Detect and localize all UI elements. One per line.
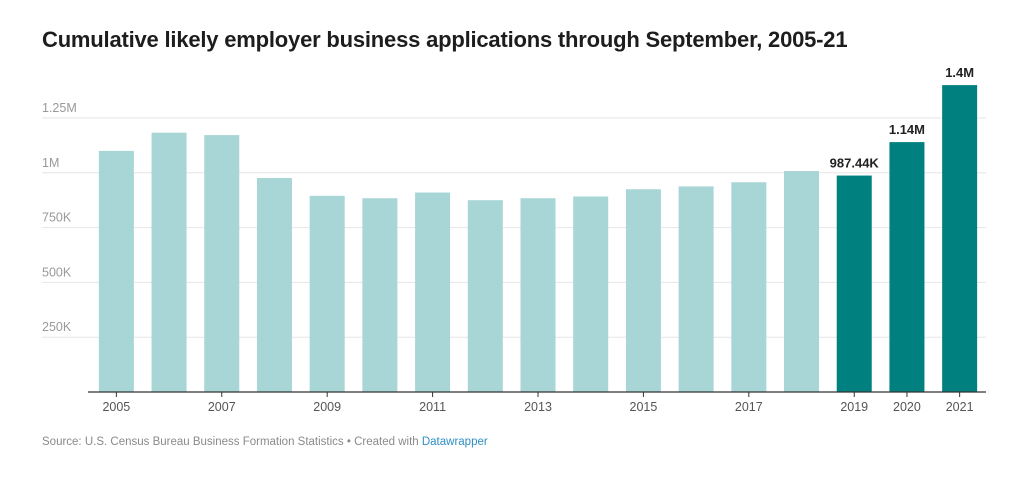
data-label-2020: 1.14M xyxy=(889,122,925,137)
x-tick-label: 2005 xyxy=(102,400,130,414)
bar-2015 xyxy=(625,189,661,392)
x-tick-label: 2013 xyxy=(524,400,552,414)
bar-2006 xyxy=(151,132,187,392)
x-tick-label: 2007 xyxy=(208,400,236,414)
bar-2020 xyxy=(889,142,925,392)
datawrapper-link[interactable]: Datawrapper xyxy=(421,436,488,448)
y-tick-label: 750K xyxy=(42,211,72,225)
bar-2013 xyxy=(520,198,556,392)
y-tick-label: 1.25M xyxy=(42,101,77,115)
chart-footer: Source: U.S. Census Bureau Business Form… xyxy=(42,436,488,448)
bar-2010 xyxy=(362,198,398,392)
bar-2008 xyxy=(256,178,292,392)
data-label-2019: 987.44K xyxy=(830,156,880,171)
bar-2009 xyxy=(309,195,345,392)
bar-2021 xyxy=(942,85,978,393)
data-labels: 987.44K 1.14M 1.4M xyxy=(830,65,974,170)
bar-2019 xyxy=(836,175,872,392)
x-axis-ticks: 2005 2007 2009 2011 2013 2015 2017 2019 2020 2021 xyxy=(102,392,974,414)
bar-2016 xyxy=(678,186,714,392)
bar-2011 xyxy=(415,192,451,392)
x-tick-label: 2009 xyxy=(313,400,341,414)
x-tick-label: 2021 xyxy=(946,400,974,414)
bar-2007 xyxy=(204,135,240,392)
bar-2005 xyxy=(98,150,134,392)
y-tick-label: 1M xyxy=(42,156,59,170)
x-tick-label: 2017 xyxy=(735,400,763,414)
bar-2012 xyxy=(467,200,503,392)
x-tick-label: 2019 xyxy=(840,400,868,414)
bar-2018 xyxy=(784,171,820,392)
x-tick-label: 2015 xyxy=(630,400,658,414)
chart-title: Cumulative likely employer business appl… xyxy=(42,27,848,52)
bar-2014 xyxy=(573,196,609,392)
gridlines xyxy=(42,117,986,338)
data-label-2021: 1.4M xyxy=(945,65,974,80)
x-tick-label: 2011 xyxy=(419,400,446,414)
source-text: Source: U.S. Census Bureau Business Form… xyxy=(42,436,422,448)
x-tick-label: 2020 xyxy=(893,400,921,414)
bars xyxy=(98,85,978,393)
y-axis-ticks: 250K 500K 750K 1M 1.25M xyxy=(42,101,77,334)
y-tick-label: 500K xyxy=(42,265,72,279)
bar-2017 xyxy=(731,182,767,392)
y-tick-label: 250K xyxy=(42,320,72,334)
